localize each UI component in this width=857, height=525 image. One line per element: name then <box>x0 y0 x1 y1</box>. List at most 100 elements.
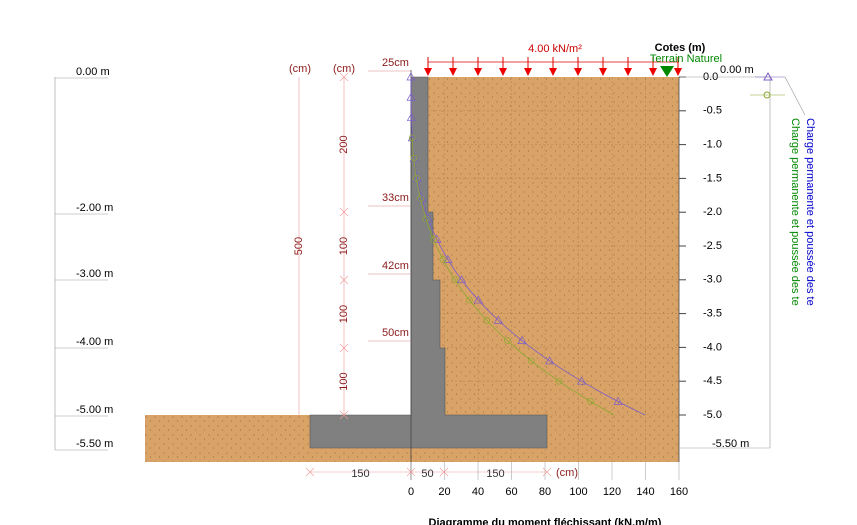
elev-bottom: -5.50 m <box>712 438 749 450</box>
dim-tick <box>339 275 349 285</box>
ground-title: Cotes (m) <box>655 42 706 54</box>
elevation-label: -5.50 m <box>76 438 113 450</box>
load-arrow <box>624 68 632 76</box>
y-tick-label: -4.0 <box>703 341 722 353</box>
curve-marker <box>422 215 430 223</box>
dim-tick <box>339 207 349 217</box>
dim-tick <box>339 343 349 353</box>
dim-unit: (cm) <box>289 63 311 75</box>
curve-marker <box>417 195 424 203</box>
x-tick-label: 160 <box>670 486 688 498</box>
elevation-label: 0.00 m <box>76 66 110 78</box>
footer: Diagramme du moment fléchissant (kN.m/m) <box>429 517 662 525</box>
x-tick-label: 60 <box>505 486 517 498</box>
curve-marker <box>413 175 420 182</box>
legend-marker <box>763 71 773 81</box>
y-tick-label: -1.0 <box>703 139 722 151</box>
curve-marker <box>587 398 594 405</box>
curve-marker <box>451 276 459 284</box>
legend-label: Charge permanente et poussée des te <box>804 118 816 306</box>
dim-tick <box>339 410 349 420</box>
load-arrow <box>449 68 457 76</box>
x-tick-label: 100 <box>569 486 587 498</box>
x-tick-label: 40 <box>472 486 484 498</box>
dim-base: 150 <box>351 468 369 480</box>
width-label: 42cm <box>382 260 409 272</box>
ground-marker <box>660 66 674 77</box>
width-label: 50cm <box>382 327 409 339</box>
curve <box>410 76 646 416</box>
x-tick-label: 0 <box>408 486 414 498</box>
load-arrow <box>674 68 682 76</box>
curve-marker <box>432 234 442 243</box>
dim-total: 500 <box>293 237 305 255</box>
curve-marker <box>406 92 416 101</box>
elevation-label: -2.00 m <box>76 202 113 214</box>
curve <box>411 137 615 416</box>
dim-part: 200 <box>338 135 350 153</box>
x-tick-label: 20 <box>438 486 450 498</box>
dim-tick <box>542 467 552 477</box>
load-label: 4.00 kN/m² <box>528 43 582 55</box>
load-arrow <box>424 68 432 76</box>
width-label: 25cm <box>382 57 409 69</box>
dim-tick <box>339 72 349 82</box>
elevation-label: -5.00 m <box>76 404 113 416</box>
y-tick-label: -3.0 <box>703 274 722 286</box>
load-arrow <box>474 68 482 76</box>
x-tick-label: 120 <box>603 486 621 498</box>
y-tick-label: -0.5 <box>703 105 722 117</box>
dim-base: 150 <box>486 468 504 480</box>
y-tick-label: -1.5 <box>703 172 722 184</box>
dim-tick <box>439 467 449 477</box>
curve-marker <box>493 315 503 324</box>
y-tick-label: -2.5 <box>703 240 722 252</box>
y-tick-label: -5.0 <box>703 409 722 421</box>
curve-marker <box>456 275 467 284</box>
curve-marker <box>466 296 473 304</box>
curve-marker <box>483 317 491 324</box>
curve-marker <box>423 214 433 223</box>
width-label: 33cm <box>382 192 409 204</box>
dim-part: 100 <box>338 305 350 323</box>
curve-marker <box>576 376 587 385</box>
x-tick-label: 80 <box>539 486 551 498</box>
curve-marker <box>527 357 535 365</box>
curve-marker <box>545 356 555 365</box>
y-tick-label: -2.0 <box>703 206 722 218</box>
ground-label: Terrain Naturel <box>650 53 722 65</box>
curve-marker <box>408 134 416 142</box>
dim-tick <box>305 467 315 477</box>
legend-label: Charge permanente et poussée des te <box>789 118 801 306</box>
x-unit: (cm) <box>556 467 578 479</box>
load-arrow <box>549 68 557 76</box>
dim-tick <box>406 467 416 477</box>
load-arrow <box>499 68 507 76</box>
y-tick-label: -4.5 <box>703 375 722 387</box>
dim-base: 50 <box>421 468 433 480</box>
curve-marker <box>430 235 437 243</box>
curve-marker <box>406 72 416 81</box>
curve-marker <box>503 337 511 344</box>
elev-top: 0.00 m <box>720 64 754 76</box>
elevation-label: -4.00 m <box>76 336 113 348</box>
curve-marker <box>613 396 623 405</box>
wall <box>309 76 548 449</box>
curve-marker <box>406 112 417 121</box>
load-arrow <box>524 68 532 76</box>
legend-line <box>784 76 806 116</box>
load-arrow <box>574 68 582 76</box>
dim-part: 100 <box>338 237 350 255</box>
x-tick-label: 140 <box>636 486 654 498</box>
y-tick-label: -3.5 <box>703 308 722 320</box>
grid <box>411 77 679 462</box>
curve-marker <box>473 295 483 304</box>
dim-part: 100 <box>338 372 350 390</box>
curve-marker <box>439 256 447 263</box>
dim-unit: (cm) <box>333 63 355 75</box>
curve-marker <box>517 335 527 344</box>
curve-marker <box>410 154 418 162</box>
elevation-label: -3.00 m <box>76 268 113 280</box>
load-arrow <box>649 68 657 76</box>
